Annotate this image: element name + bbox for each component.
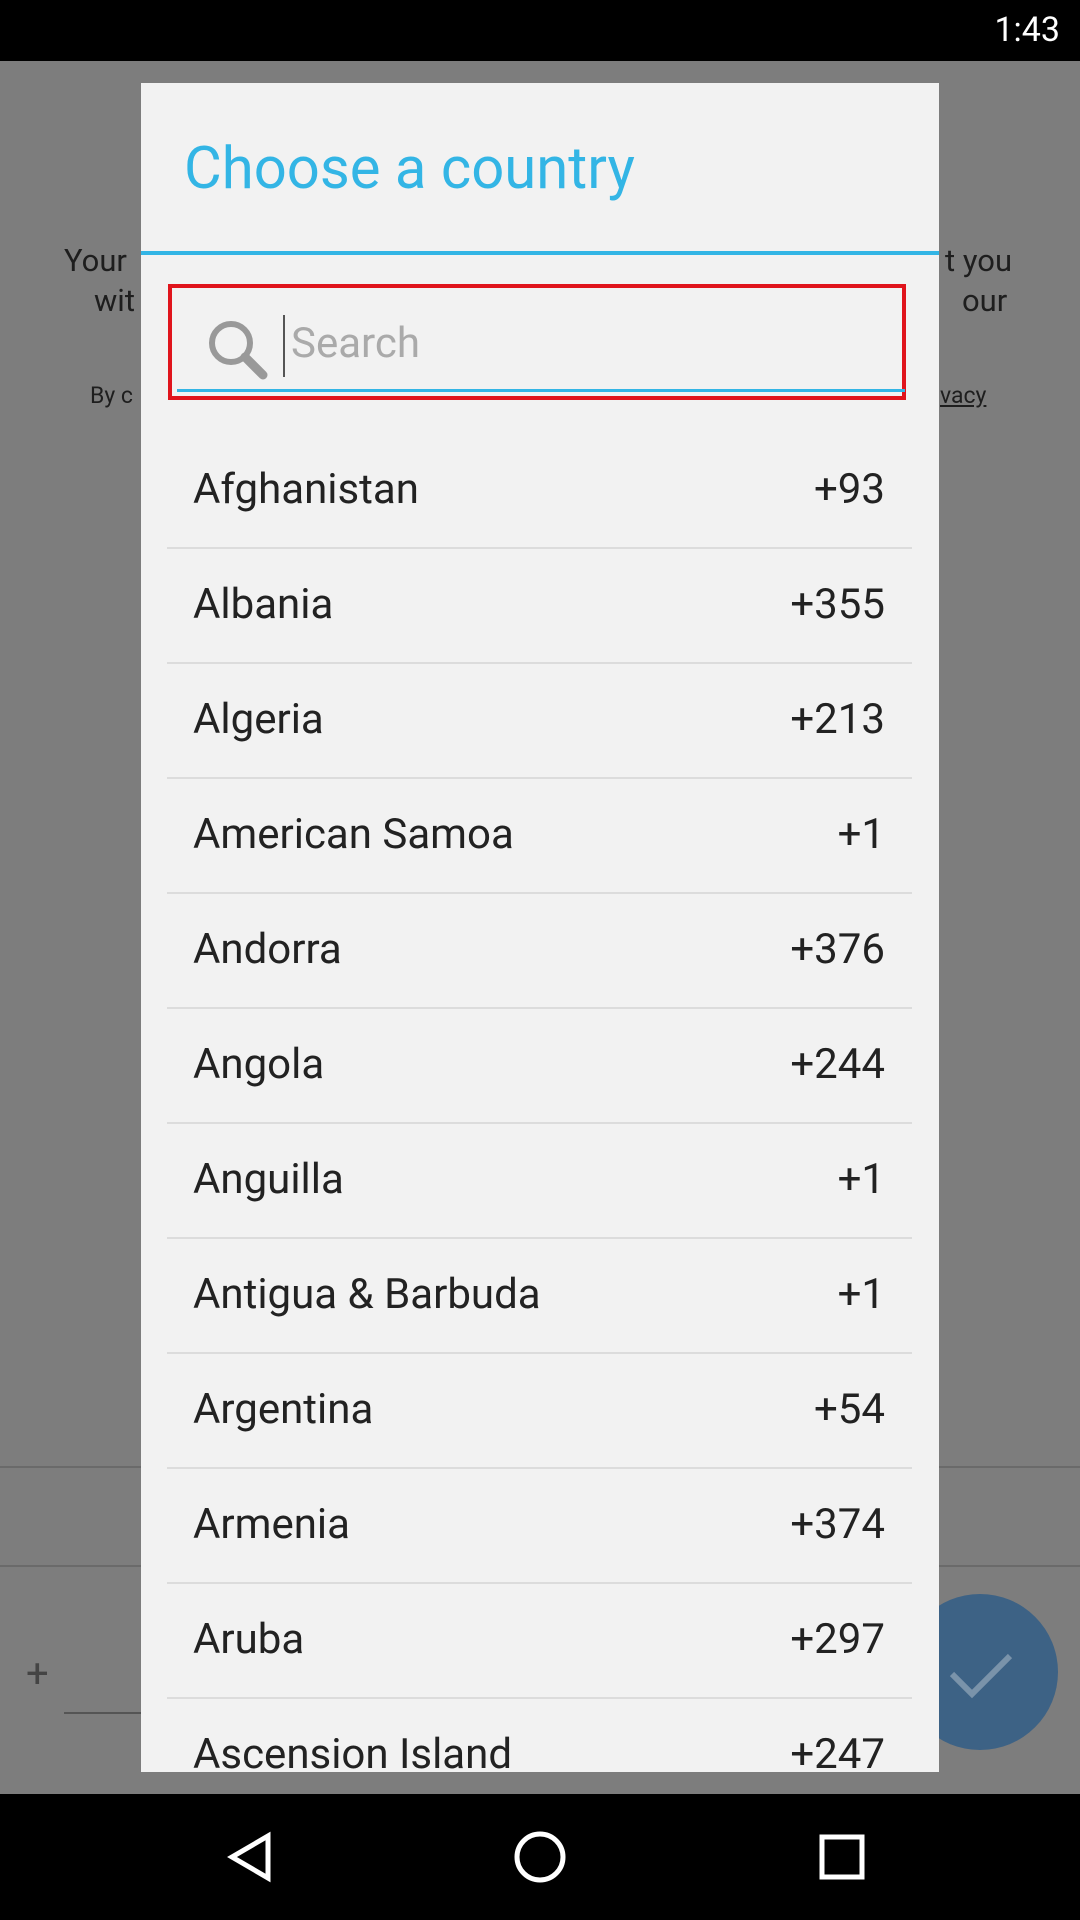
row-separator [167,1582,912,1584]
country-code: +244 [790,1040,885,1089]
bg-plus[interactable]: + [26,1650,49,1697]
back-button[interactable] [227,1831,271,1883]
row-separator [167,1237,912,1239]
country-name: Algeria [193,695,324,744]
search-box[interactable]: Search [177,293,905,392]
country-name: American Samoa [193,810,514,859]
home-button[interactable] [514,1831,566,1883]
row-separator [167,892,912,894]
country-code: +54 [813,1385,885,1434]
search-placeholder: Search [291,319,421,368]
nav-bar [0,1794,1080,1920]
search-icon [209,321,268,380]
row-separator [167,1467,912,1469]
country-name: Ascension Island [193,1730,513,1772]
country-name: Antigua & Barbuda [193,1270,541,1319]
bg-text: wit [94,282,135,319]
row-separator [167,777,912,779]
country-name: Afghanistan [193,465,419,514]
country-name: Albania [193,580,334,629]
country-code: +297 [790,1615,885,1664]
recents-button[interactable] [819,1834,865,1880]
title-divider [141,251,939,255]
status-bar: 1:43 [0,0,1080,61]
row-separator [167,1007,912,1009]
country-name: Andorra [193,925,342,974]
row-separator [167,1352,912,1354]
country-code: +1 [837,1270,885,1319]
status-time: 1:43 [994,10,1060,50]
bg-text: vacy [940,382,987,409]
country-code: +1 [837,810,885,859]
country-code: +1 [837,1155,885,1204]
country-code: +374 [790,1500,885,1549]
country-name: Aruba [193,1615,305,1664]
nav-icons [227,1831,865,1883]
search-highlight [168,284,906,400]
country-code: +376 [790,925,885,974]
country-code: +213 [790,695,885,744]
country-code: +355 [790,580,885,629]
row-separator [167,1697,912,1699]
dialog-title: Choose a country [184,135,635,203]
bg-text: t you [945,242,1013,279]
row-separator [167,547,912,549]
check-icon [949,1653,1013,1699]
bg-text: By c [90,382,133,409]
country-code: +247 [790,1730,885,1772]
row-separator [167,1122,912,1124]
bg-input-line [64,1712,154,1714]
cursor [283,315,285,377]
country-name: Anguilla [193,1155,344,1204]
bg-text: Your [64,242,127,279]
row-separator [167,662,912,664]
country-name: Angola [193,1040,325,1089]
bg-text: our [962,282,1008,319]
country-name: Argentina [193,1385,374,1434]
country-name: Armenia [193,1500,350,1549]
dialog: Choose a country Search Afghanistan +93 Al… [141,83,939,1772]
country-code: +93 [813,465,885,514]
